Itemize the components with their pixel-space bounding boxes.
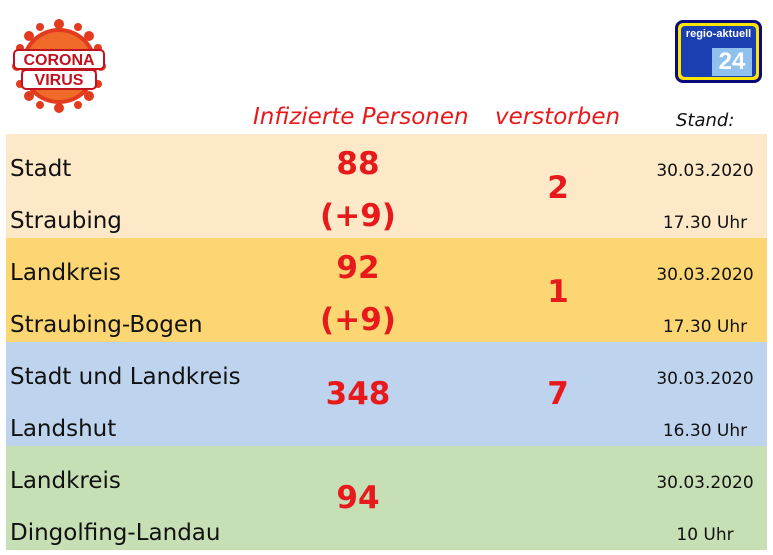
deceased-count: 2 xyxy=(547,170,569,206)
location-line2: Dingolfing-Landau xyxy=(10,520,221,546)
stand-date: 30.03.2020 xyxy=(656,369,754,389)
stand-date: 30.03.2020 xyxy=(656,473,754,493)
stand-time: 10 Uhr xyxy=(676,525,734,545)
row-band-straubing xyxy=(6,134,767,238)
row-band-dingolfing-landau xyxy=(6,446,767,550)
infected-change: (+9) xyxy=(320,302,396,338)
stand-date: 30.03.2020 xyxy=(656,265,754,285)
regio-logo-inner: regio-aktuell 24 xyxy=(681,26,756,77)
stand-time: 16.30 Uhr xyxy=(662,421,748,441)
infected-count: 94 xyxy=(336,480,380,516)
infected-count: 92 xyxy=(336,250,380,286)
infected-count: 88 xyxy=(336,146,380,182)
location-line2: Landshut xyxy=(10,416,117,442)
location-line1: Stadt xyxy=(10,156,72,182)
corona-text: CORONA xyxy=(23,52,95,69)
regio-number: 24 xyxy=(712,48,752,76)
deceased-count: 7 xyxy=(547,376,569,412)
location-line1: Stadt und Landkreis xyxy=(10,364,241,390)
stand-time: 17.30 Uhr xyxy=(662,317,748,337)
regio-brand-text: regio-aktuell xyxy=(685,28,752,40)
regio-aktuell-logo: regio-aktuell 24 xyxy=(675,20,762,83)
location-line2: Straubing-Bogen xyxy=(10,312,203,338)
header-infected: Infizierte Personen xyxy=(253,104,469,130)
infected-count: 348 xyxy=(325,376,391,412)
location-line1: Landkreis xyxy=(10,260,121,286)
stand-date: 30.03.2020 xyxy=(656,161,754,181)
corona-virus-logo: CORONA VIRUS xyxy=(12,19,106,113)
row-band-straubing-bogen xyxy=(6,238,767,342)
header-deceased: verstorben xyxy=(495,104,621,130)
location-line2: Straubing xyxy=(10,208,122,234)
infected-change: (+9) xyxy=(320,198,396,234)
location-line1: Landkreis xyxy=(10,468,121,494)
deceased-count: 1 xyxy=(547,274,569,310)
virus-text: VIRUS xyxy=(35,72,84,89)
row-band-landshut xyxy=(6,342,767,446)
stand-time: 17.30 Uhr xyxy=(662,213,748,233)
header-stand: Stand: xyxy=(676,110,735,131)
